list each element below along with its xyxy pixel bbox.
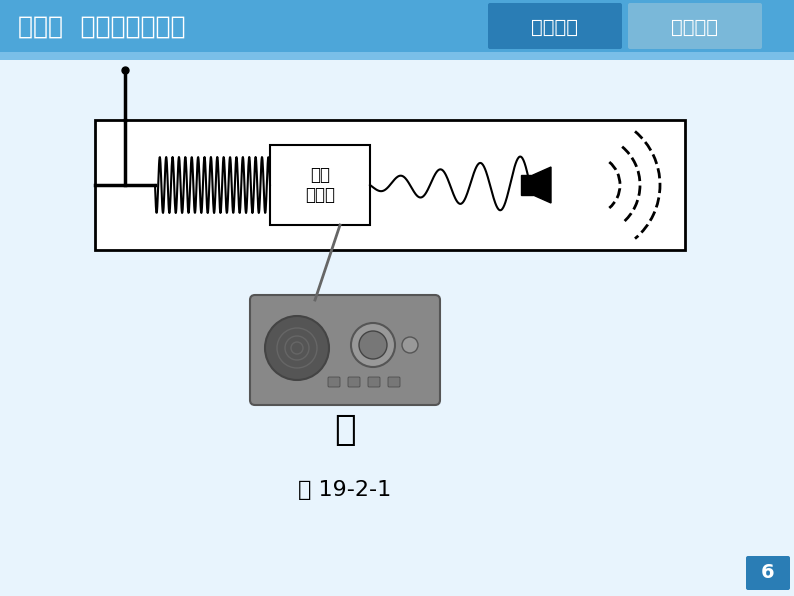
- Text: 乙: 乙: [334, 413, 356, 447]
- Circle shape: [265, 316, 329, 380]
- Circle shape: [402, 337, 418, 353]
- FancyBboxPatch shape: [250, 295, 440, 405]
- Circle shape: [359, 331, 387, 359]
- Text: 6: 6: [761, 563, 775, 582]
- FancyBboxPatch shape: [368, 377, 380, 387]
- FancyBboxPatch shape: [270, 145, 370, 225]
- FancyBboxPatch shape: [0, 0, 794, 52]
- Text: 选台
和解调: 选台 和解调: [305, 166, 335, 204]
- FancyBboxPatch shape: [348, 377, 360, 387]
- Text: 图 19-2-1: 图 19-2-1: [299, 480, 391, 500]
- Polygon shape: [521, 175, 533, 195]
- Text: 知识点  广播电视与通信: 知识点 广播电视与通信: [18, 15, 186, 39]
- Text: 课后达标: 课后达标: [672, 17, 719, 36]
- FancyBboxPatch shape: [628, 3, 762, 49]
- FancyBboxPatch shape: [328, 377, 340, 387]
- Text: 随堂演练: 随堂演练: [531, 17, 579, 36]
- FancyBboxPatch shape: [0, 52, 794, 60]
- FancyBboxPatch shape: [488, 3, 622, 49]
- Circle shape: [351, 323, 395, 367]
- FancyBboxPatch shape: [388, 377, 400, 387]
- FancyBboxPatch shape: [746, 556, 790, 590]
- Polygon shape: [533, 167, 551, 203]
- FancyBboxPatch shape: [95, 120, 685, 250]
